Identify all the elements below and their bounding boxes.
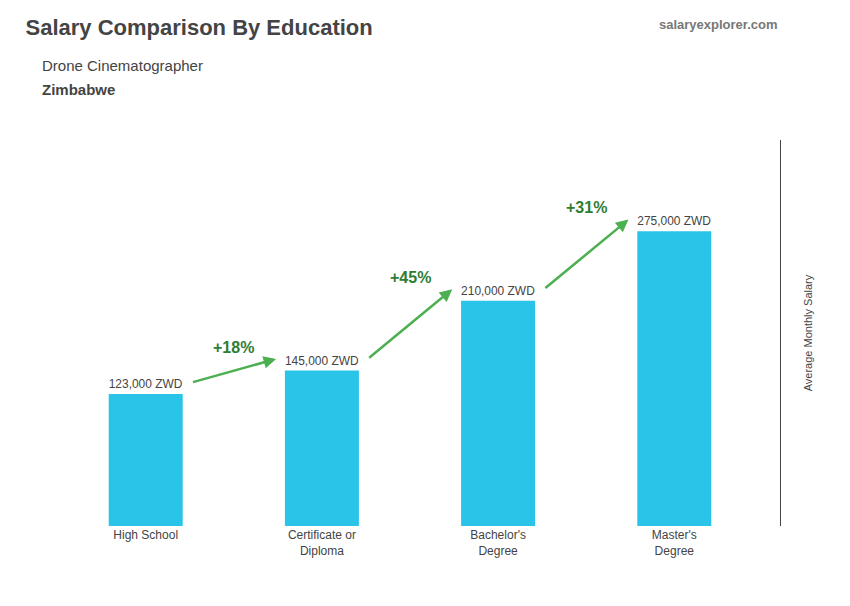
svg-text:123,000 ZWD: 123,000 ZWD — [109, 377, 183, 391]
svg-text:Bachelor'sDegree: Bachelor'sDegree — [470, 528, 526, 558]
svg-text:High School: High School — [113, 528, 178, 542]
svg-text:Average Monthly Salary: Average Monthly Salary — [802, 274, 814, 391]
svg-text:145,000 ZWD: 145,000 ZWD — [285, 354, 359, 368]
svg-text:Drone Cinematographer: Drone Cinematographer — [42, 57, 203, 74]
svg-text:Salary Comparison By Education: Salary Comparison By Education — [26, 15, 373, 40]
svg-text:210,000 ZWD: 210,000 ZWD — [461, 284, 535, 298]
svg-text:+31%: +31% — [566, 199, 607, 216]
svg-text:275,000 ZWD: 275,000 ZWD — [637, 214, 711, 228]
svg-text:Zimbabwe: Zimbabwe — [42, 81, 115, 98]
svg-text:Certificate orDiploma: Certificate orDiploma — [288, 528, 356, 558]
svg-text:+45%: +45% — [390, 269, 431, 286]
svg-text:Master'sDegree: Master'sDegree — [652, 528, 697, 558]
svg-text:+18%: +18% — [213, 339, 254, 356]
svg-text:salaryexplorer.com: salaryexplorer.com — [659, 17, 778, 32]
